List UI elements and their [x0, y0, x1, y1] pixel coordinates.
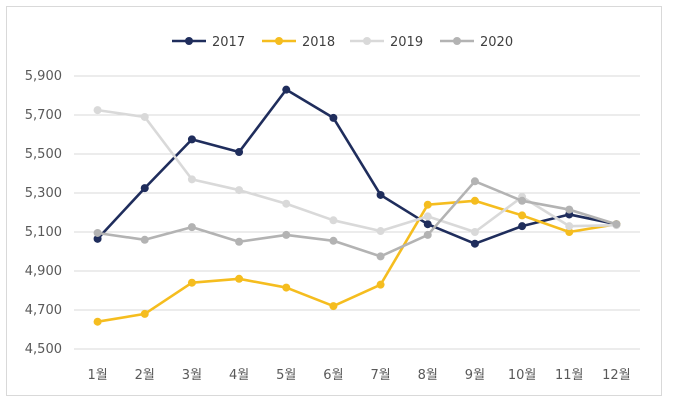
data-point — [565, 222, 574, 231]
legend-swatch-marker — [453, 37, 461, 45]
series-line — [97, 199, 617, 323]
data-point — [423, 200, 432, 209]
y-tick-label: 5,900 — [25, 69, 62, 84]
y-tick-label: 5,300 — [25, 186, 62, 201]
x-tick-label: 4월 — [229, 368, 249, 383]
y-tick-label: 4,500 — [25, 342, 62, 357]
legend-item: 2017 — [172, 35, 245, 50]
x-tick-label: 8월 — [418, 368, 438, 383]
legend-swatch-marker — [185, 37, 193, 45]
data-point — [140, 184, 149, 193]
legend-label: 2018 — [302, 35, 335, 50]
series-line — [97, 180, 617, 258]
data-point — [376, 252, 385, 261]
legend-swatch-marker — [275, 37, 283, 45]
series-2020 — [93, 177, 621, 261]
data-point — [565, 205, 574, 214]
series-2019 — [93, 106, 621, 236]
data-point — [565, 228, 574, 236]
data-point — [470, 177, 479, 186]
legend-swatch-marker — [363, 37, 371, 45]
x-tick-label: 12월 — [602, 368, 631, 383]
data-point — [93, 228, 102, 237]
data-point — [282, 283, 291, 292]
x-tick-label: 6월 — [323, 368, 343, 383]
y-tick-label: 5,700 — [25, 108, 62, 123]
x-tick-label: 5월 — [276, 368, 296, 383]
data-point — [376, 280, 385, 289]
data-point — [187, 135, 196, 144]
data-point — [235, 148, 244, 157]
series-lines — [93, 85, 621, 326]
series-2018 — [93, 196, 621, 326]
x-tick-label: 1월 — [87, 368, 107, 383]
data-point — [235, 186, 244, 195]
data-point — [93, 106, 102, 115]
data-point — [235, 274, 244, 283]
data-point — [140, 112, 149, 121]
data-point — [329, 236, 338, 245]
legend-label: 2019 — [390, 35, 423, 50]
x-tick-label: 3월 — [182, 368, 202, 383]
data-point — [518, 211, 527, 220]
data-point — [518, 222, 527, 231]
data-point — [282, 230, 291, 239]
data-point — [470, 239, 479, 248]
chart-frame — [6, 6, 662, 396]
data-point — [423, 212, 432, 221]
data-point — [282, 85, 291, 94]
data-point — [423, 230, 432, 239]
x-axis: 1월 2월 3월 4월 5월 6월 7월 8월 9월 10월 11월 12월 — [87, 368, 630, 383]
data-point — [187, 278, 196, 287]
data-point — [329, 302, 338, 311]
legend-item: 2019 — [350, 35, 423, 50]
data-point — [329, 113, 338, 122]
data-point — [518, 196, 527, 205]
data-point — [282, 199, 291, 208]
data-point — [423, 220, 432, 229]
series-line — [96, 88, 617, 245]
data-point — [470, 196, 479, 205]
data-point — [612, 220, 621, 229]
y-tick-label: 5,100 — [25, 225, 62, 240]
data-point — [329, 216, 338, 225]
x-tick-label: 2월 — [135, 368, 155, 383]
data-point — [376, 190, 385, 199]
y-tick-label: 4,700 — [25, 303, 62, 318]
data-point — [235, 237, 244, 246]
data-point — [93, 317, 102, 326]
data-point — [376, 227, 385, 236]
legend-item: 2018 — [262, 35, 335, 50]
legend-label: 2020 — [480, 35, 513, 50]
x-tick-label: 7월 — [370, 368, 390, 383]
legend-label: 2017 — [212, 35, 245, 50]
data-point — [140, 235, 149, 244]
data-point — [187, 175, 196, 184]
series-2017 — [93, 85, 621, 248]
legend-item: 2020 — [440, 35, 513, 50]
legend: 2017 2018 2019 2020 — [172, 35, 513, 50]
y-axis: 4,500 4,700 4,900 5,100 5,300 5,500 5,700 5,900 — [25, 69, 62, 357]
data-point — [470, 228, 479, 236]
x-tick-label: 10월 — [508, 368, 537, 383]
y-tick-label: 4,900 — [25, 264, 62, 279]
data-point — [140, 309, 149, 318]
data-point — [93, 234, 102, 243]
data-point — [187, 223, 196, 232]
y-tick-label: 5,500 — [25, 147, 62, 162]
x-tick-label: 9월 — [465, 368, 485, 383]
x-tick-label: 11월 — [555, 368, 584, 383]
gridlines — [74, 75, 640, 350]
series-line — [97, 108, 617, 234]
